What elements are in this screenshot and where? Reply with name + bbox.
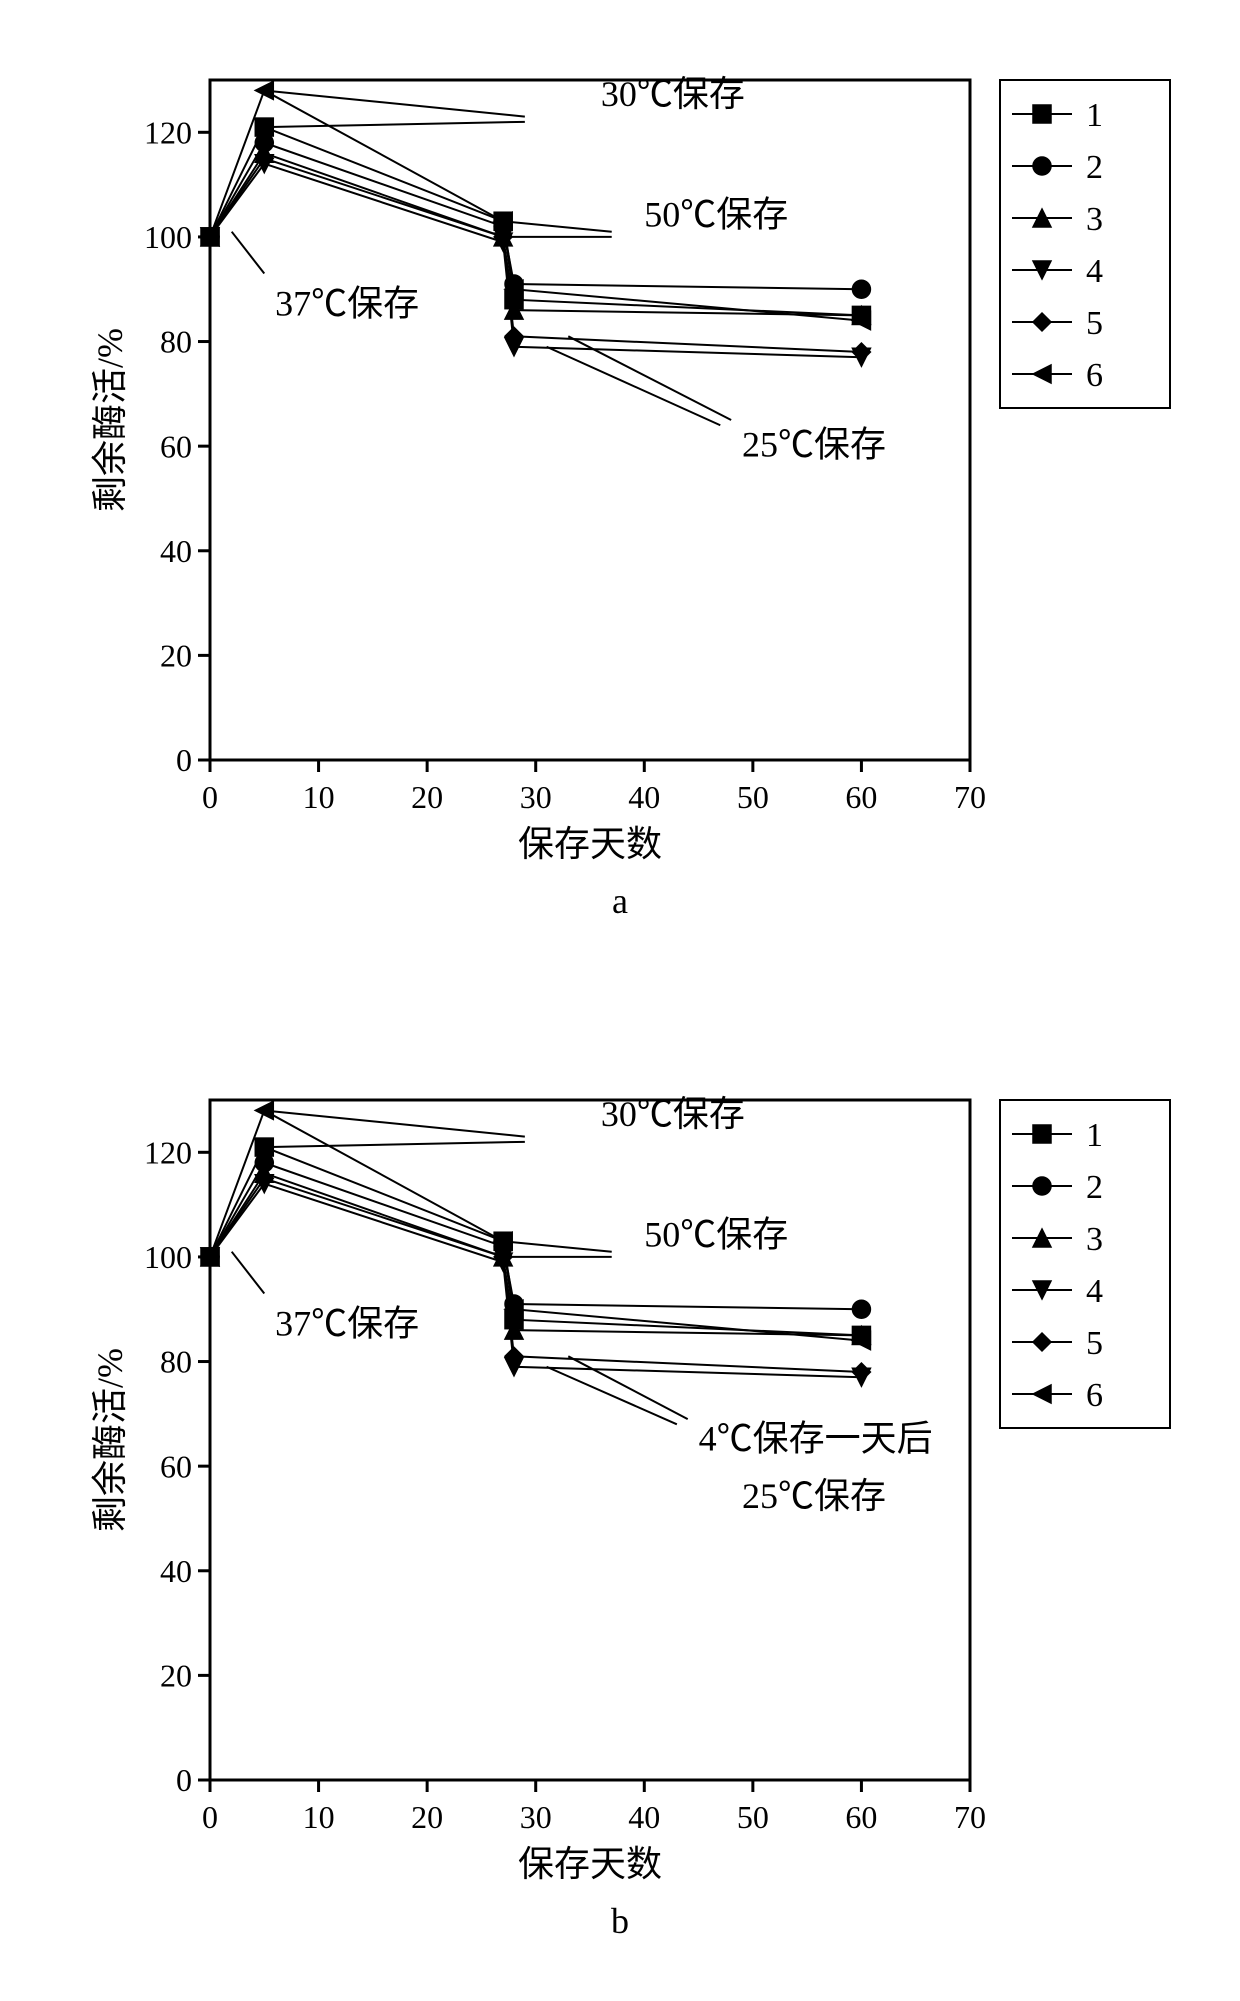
svg-text:37℃保存: 37℃保存 xyxy=(275,283,419,323)
svg-text:40: 40 xyxy=(628,779,660,815)
svg-text:1: 1 xyxy=(1086,97,1103,134)
svg-text:1: 1 xyxy=(1086,1117,1103,1154)
svg-text:0: 0 xyxy=(176,1762,192,1798)
svg-text:25℃保存: 25℃保存 xyxy=(742,425,886,465)
svg-text:6: 6 xyxy=(1086,1377,1103,1414)
svg-text:120: 120 xyxy=(144,1135,192,1171)
svg-text:0: 0 xyxy=(202,779,218,815)
svg-text:4: 4 xyxy=(1086,253,1103,290)
svg-text:3: 3 xyxy=(1086,201,1103,238)
svg-text:80: 80 xyxy=(160,324,192,360)
svg-text:剩余酶活/%: 剩余酶活/% xyxy=(90,328,130,512)
svg-text:10: 10 xyxy=(303,1799,335,1835)
svg-text:剩余酶活/%: 剩余酶活/% xyxy=(90,1348,130,1532)
svg-text:60: 60 xyxy=(160,428,192,464)
sublabel-b: b xyxy=(60,1900,1180,1942)
svg-text:100: 100 xyxy=(144,219,192,255)
svg-text:5: 5 xyxy=(1086,305,1103,342)
svg-text:30℃保存: 30℃保存 xyxy=(601,1094,745,1134)
svg-text:25℃保存: 25℃保存 xyxy=(742,1476,886,1516)
svg-text:2: 2 xyxy=(1086,149,1103,186)
svg-text:4℃保存一天后: 4℃保存一天后 xyxy=(699,1418,933,1458)
svg-text:40: 40 xyxy=(160,1553,192,1589)
svg-text:70: 70 xyxy=(954,779,986,815)
svg-text:40: 40 xyxy=(160,533,192,569)
svg-text:50℃保存: 50℃保存 xyxy=(644,1214,788,1254)
svg-text:50℃保存: 50℃保存 xyxy=(644,194,788,234)
svg-text:2: 2 xyxy=(1086,1169,1103,1206)
page: 010203040506070020406080100120保存天数剩余酶活/%… xyxy=(0,0,1240,2001)
svg-text:5: 5 xyxy=(1086,1325,1103,1362)
svg-text:20: 20 xyxy=(411,779,443,815)
svg-text:100: 100 xyxy=(144,1239,192,1275)
svg-text:50: 50 xyxy=(737,779,769,815)
svg-text:60: 60 xyxy=(845,779,877,815)
svg-text:80: 80 xyxy=(160,1344,192,1380)
svg-text:20: 20 xyxy=(160,638,192,674)
svg-text:20: 20 xyxy=(160,1658,192,1694)
svg-text:4: 4 xyxy=(1086,1273,1103,1310)
svg-text:3: 3 xyxy=(1086,1221,1103,1258)
svg-text:保存天数: 保存天数 xyxy=(518,824,662,864)
svg-text:30: 30 xyxy=(520,1799,552,1835)
svg-text:6: 6 xyxy=(1086,357,1103,394)
svg-text:120: 120 xyxy=(144,115,192,151)
chart-a: 0 10 20 30 40 50 60 70 0 20 40 60 80 100 120 保存天数 剩余酶活/%… xyxy=(60,40,1180,870)
sublabel-a: a xyxy=(60,880,1180,922)
svg-text:60: 60 xyxy=(845,1799,877,1835)
svg-text:20: 20 xyxy=(411,1799,443,1835)
svg-text:保存天数: 保存天数 xyxy=(518,1844,662,1884)
svg-text:10: 10 xyxy=(303,779,335,815)
svg-text:0: 0 xyxy=(202,1799,218,1835)
svg-text:0: 0 xyxy=(176,742,192,778)
chart-b: 0 10 20 30 40 50 60 70 0 20 40 60 80 100 120 保存天数 剩余酶活/%… xyxy=(60,1060,1180,1890)
svg-text:60: 60 xyxy=(160,1448,192,1484)
svg-text:70: 70 xyxy=(954,1799,986,1835)
svg-text:40: 40 xyxy=(628,1799,660,1835)
svg-text:37℃保存: 37℃保存 xyxy=(275,1303,419,1343)
svg-text:30℃保存: 30℃保存 xyxy=(601,74,745,114)
panel-a: 0 10 20 30 40 50 60 70 0 20 40 60 80 100 120 保存天数 剩余酶活/%… xyxy=(60,40,1180,940)
panel-b: 0 10 20 30 40 50 60 70 0 20 40 60 80 100 120 保存天数 剩余酶活/%… xyxy=(60,1060,1180,1960)
svg-text:50: 50 xyxy=(737,1799,769,1835)
svg-text:30: 30 xyxy=(520,779,552,815)
